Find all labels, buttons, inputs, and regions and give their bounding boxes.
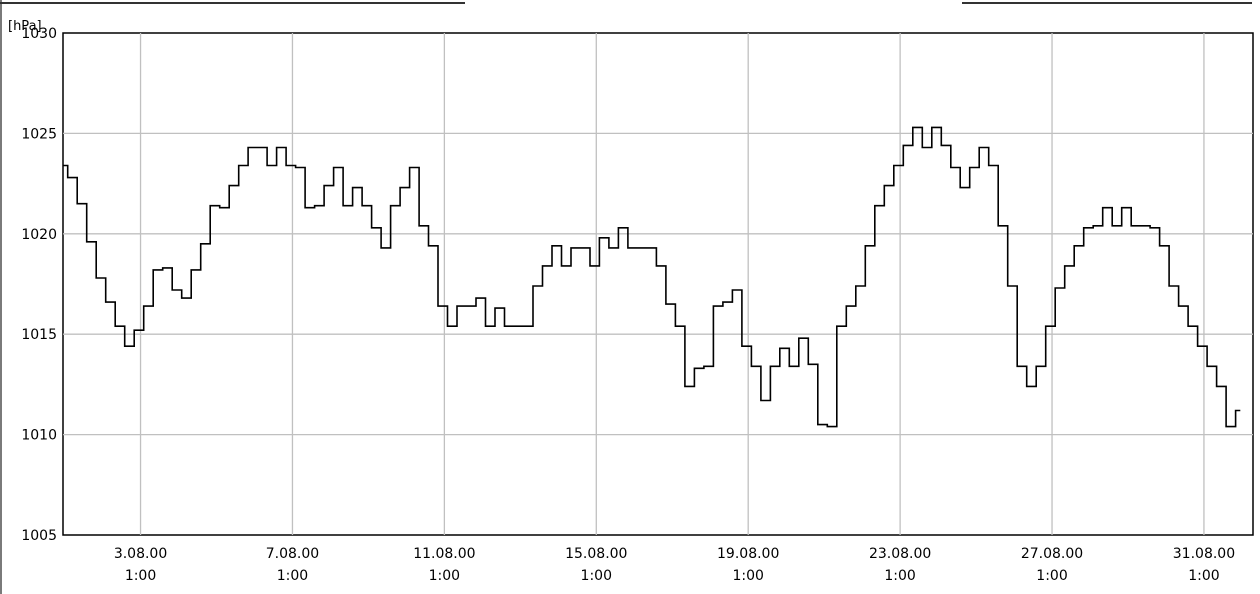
y-tick-label: 1010 bbox=[21, 428, 57, 444]
y-axis-unit-label: [hPa] bbox=[8, 19, 42, 34]
x-tick-time-label: 1:00 bbox=[732, 568, 763, 584]
y-tick-label: 1020 bbox=[21, 227, 57, 243]
series-layer bbox=[63, 126, 1241, 428]
x-tick-time-label: 1:00 bbox=[1036, 568, 1067, 584]
x-axis-ticks: 3.08.00 1:00 7.08.00 1:00 11.08.00 1:00 15.08.… bbox=[114, 546, 1235, 584]
x-tick-time-label: 1:00 bbox=[884, 568, 915, 584]
y-axis-ticks: 1030 1025 1020 1015 1010 1005 bbox=[21, 26, 57, 544]
plot-area bbox=[62, 32, 1254, 536]
y-tick-label: 1030 bbox=[21, 26, 57, 42]
frame-left-edge bbox=[0, 0, 2, 594]
grid bbox=[63, 33, 1253, 535]
x-tick-date-label: 31.08.00 bbox=[1173, 546, 1235, 562]
x-tick-date-label: 19.08.00 bbox=[717, 546, 779, 562]
x-tick-time-label: 1:00 bbox=[429, 568, 460, 584]
x-tick-date-label: 27.08.00 bbox=[1021, 546, 1083, 562]
x-tick-time-label: 1:00 bbox=[581, 568, 612, 584]
x-tick-time-label: 1:00 bbox=[277, 568, 308, 584]
x-tick-date-label: 23.08.00 bbox=[869, 546, 931, 562]
x-tick-date-label: 7.08.00 bbox=[266, 546, 319, 562]
x-tick-date-label: 3.08.00 bbox=[114, 546, 167, 562]
x-tick-time-label: 1:00 bbox=[125, 568, 156, 584]
x-tick-date-label: 11.08.00 bbox=[413, 546, 475, 562]
y-tick-label: 1025 bbox=[21, 126, 57, 142]
y-tick-label: 1005 bbox=[21, 528, 57, 544]
frame-right-margin bbox=[1252, 0, 1260, 594]
y-tick-label: 1015 bbox=[21, 327, 57, 343]
x-tick-date-label: 15.08.00 bbox=[565, 546, 627, 562]
pressure-series-line bbox=[63, 126, 1241, 428]
x-tick-time-label: 1:00 bbox=[1188, 568, 1219, 584]
